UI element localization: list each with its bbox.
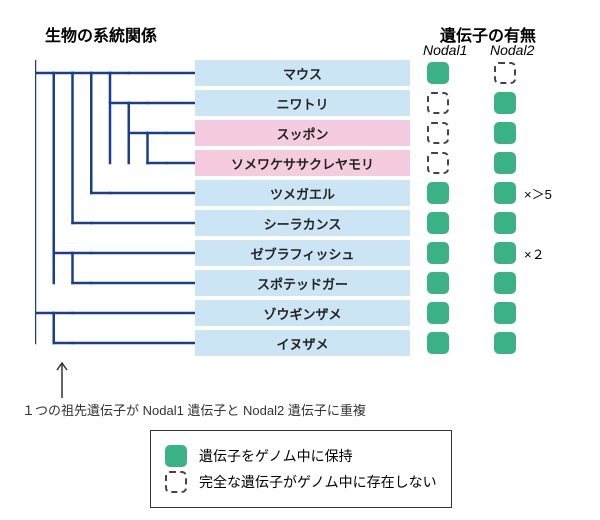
species-label: マウス [195,60,410,86]
column-header-nodal2: Nodal2 [490,42,534,58]
species-label: スッポン [195,120,410,146]
gene-nodal2-present [494,302,516,324]
gene-nodal1-present [427,182,449,204]
gene-nodal2-present [494,212,516,234]
gene-nodal2-present [494,122,516,144]
gene-nodal2-present [494,242,516,264]
species-label: ツメガエル [195,180,410,206]
gene-nodal1-absent [427,122,449,144]
gene-nodal2-present [494,332,516,354]
phylogenetic-tree [35,60,195,360]
legend-swatch-absent [165,471,187,493]
gene-nodal2-present [494,152,516,174]
gene-annotation: ×２ [524,244,545,263]
gene-nodal1-present [427,212,449,234]
gene-annotation: ×＞5 [524,184,552,203]
species-label: イヌザメ [195,330,410,356]
species-label: シーラカンス [195,210,410,236]
gene-nodal1-present [427,332,449,354]
gene-nodal1-present [427,302,449,324]
gene-nodal1-absent [427,92,449,114]
gene-nodal1-absent [427,152,449,174]
species-label: ゼブラフィッシュ [195,240,410,266]
title-phylogeny: 生物の系統関係 [45,22,157,46]
species-label: スポテッドガー [195,270,410,296]
gene-nodal2-present [494,92,516,114]
species-label: ソメワケササクレヤモリ [195,150,410,176]
column-header-nodal1: Nodal1 [423,42,467,58]
legend-label-absent: 完全な遺伝子がゲノム中に存在しない [199,472,437,492]
gene-nodal2-present [494,272,516,294]
gene-nodal1-present [427,62,449,84]
gene-nodal1-present [427,272,449,294]
legend-box: 遺伝子をゲノム中に保持 完全な遺伝子がゲノム中に存在しない [150,430,452,508]
legend-label-present: 遺伝子をゲノム中に保持 [199,446,353,466]
gene-nodal2-present [494,182,516,204]
gene-nodal1-present [427,242,449,264]
gene-nodal2-absent [494,62,516,84]
legend-swatch-present [165,445,187,467]
arrow-up-icon [55,358,69,398]
species-label: ニワトリ [195,90,410,116]
caption-duplication: １つの祖先遺伝子が Nodal1 遺伝子と Nodal2 遺伝子に重複 [22,400,366,419]
species-label: ゾウギンザメ [195,300,410,326]
